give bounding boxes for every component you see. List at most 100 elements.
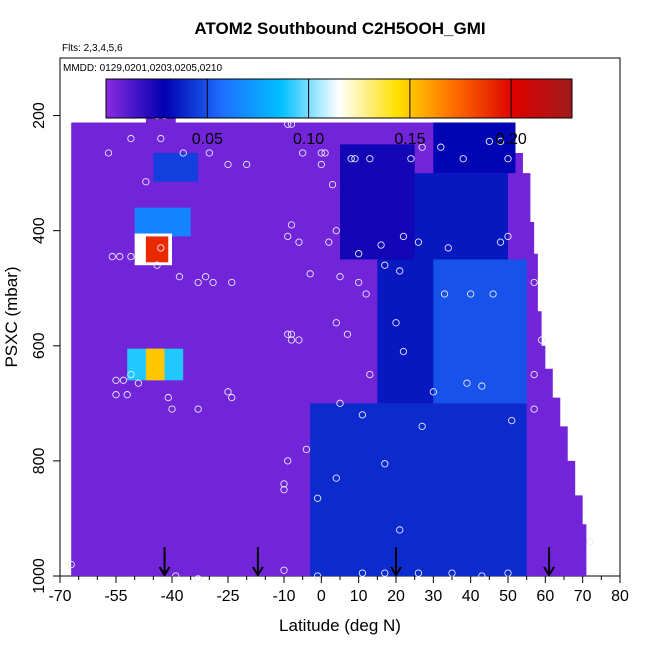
sample-point — [399, 347, 408, 356]
x-tick-label: 70 — [574, 588, 592, 605]
sample-point — [504, 155, 512, 163]
sample-point — [127, 370, 135, 379]
arrow-head — [543, 566, 555, 577]
sample-point — [287, 120, 296, 128]
colorbar-bar — [105, 78, 573, 119]
sample-point — [302, 445, 311, 454]
sample-point — [284, 232, 292, 241]
sample-point — [414, 238, 423, 246]
sample-point — [377, 241, 385, 249]
sample-point — [328, 180, 337, 189]
sample-point — [157, 134, 165, 143]
sample-point — [478, 572, 486, 580]
sample-point — [437, 143, 445, 151]
sample-point — [287, 336, 296, 344]
x-tick-label: 20 — [387, 588, 405, 605]
sample-point — [317, 149, 325, 157]
colorbar-tick-label: 0.05 — [192, 131, 223, 148]
y-tick-label: 400 — [31, 217, 48, 244]
heatmap-area — [71, 112, 587, 576]
sample-point — [295, 238, 303, 246]
sample-point — [280, 566, 288, 574]
x-tick-label: 60 — [536, 588, 554, 605]
sample-point — [179, 149, 187, 157]
sample-point — [414, 569, 423, 577]
sample-point — [392, 319, 400, 327]
sample-point — [336, 273, 344, 281]
sample-point — [396, 267, 404, 275]
arrow-head — [390, 566, 402, 577]
x-tick-label: -10 — [272, 588, 295, 605]
sample-point — [280, 480, 288, 488]
sample-point — [112, 376, 120, 384]
sample-point — [463, 379, 471, 387]
sample-point — [332, 319, 340, 327]
sample-point — [205, 149, 213, 157]
sample-point — [399, 232, 408, 241]
sample-point — [351, 155, 359, 163]
sample-point — [496, 137, 505, 146]
sample-point — [280, 486, 288, 494]
x-tick-label: 40 — [462, 588, 480, 605]
heatmap-cell — [153, 152, 199, 182]
sample-point — [325, 238, 333, 246]
sample-point — [336, 399, 344, 407]
sample-point — [418, 143, 426, 151]
sample-point — [153, 261, 161, 269]
sample-markers — [67, 111, 594, 583]
colorbar-tick-label: 0.20 — [496, 131, 527, 148]
sample-point — [112, 391, 120, 399]
sample-point — [496, 238, 505, 246]
sample-point — [299, 149, 307, 157]
heatmap-cell — [433, 121, 516, 174]
sample-point — [530, 370, 538, 379]
x-axis-label: Latitude (deg N) — [279, 616, 401, 635]
sample-point — [243, 160, 251, 169]
arrow-head — [252, 566, 264, 577]
sample-point — [127, 134, 135, 143]
x-tick-label: 30 — [424, 588, 442, 605]
latitude-arrows — [158, 547, 555, 577]
sample-point — [362, 290, 370, 298]
sample-point — [306, 270, 314, 278]
sample-point — [358, 569, 367, 577]
colorbar-tick-label: 0.10 — [293, 131, 324, 148]
sample-point — [508, 416, 516, 425]
sample-point — [358, 411, 367, 419]
flights-note: Flts: 2,3,4,5,6 — [62, 43, 123, 54]
sample-point — [228, 278, 236, 287]
sample-point — [332, 474, 340, 482]
y-axis-label: PSXC (mbar) — [2, 266, 21, 367]
sample-point — [321, 149, 329, 157]
sample-point — [224, 160, 232, 169]
sample-point — [343, 330, 352, 338]
sample-point — [347, 155, 355, 163]
sample-point — [489, 290, 497, 298]
sample-point — [444, 244, 452, 252]
sample-point — [537, 336, 546, 344]
y-tick-label: 800 — [31, 447, 48, 474]
sample-point — [127, 252, 135, 261]
x-axis: -70 -55 -40 -25 -10 0 10 20 30 40 50 60 70 80 — [48, 576, 629, 605]
sample-point — [504, 232, 512, 241]
y-tick-label: 600 — [31, 332, 48, 359]
heatmap-cell — [145, 348, 165, 381]
x-tick-label: -70 — [48, 588, 71, 605]
sample-point — [381, 261, 389, 269]
heatmap-cell — [145, 236, 169, 263]
sample-point — [381, 460, 389, 468]
sample-point — [172, 572, 180, 580]
sample-point — [418, 422, 426, 431]
sample-point — [429, 388, 437, 396]
colorbar: 0.05 0.10 0.15 0.20 — [105, 78, 573, 148]
y-axis: 200 400 600 800 1000 — [31, 102, 60, 594]
sample-point — [168, 405, 176, 413]
sample-point — [478, 382, 486, 390]
x-tick-label: -25 — [216, 588, 239, 605]
sample-point — [194, 278, 202, 287]
heatmap-cell — [134, 207, 191, 237]
x-tick-label: -40 — [160, 588, 183, 605]
sample-point — [440, 290, 449, 298]
sample-point — [119, 376, 128, 384]
heatmap-cell — [340, 144, 415, 260]
